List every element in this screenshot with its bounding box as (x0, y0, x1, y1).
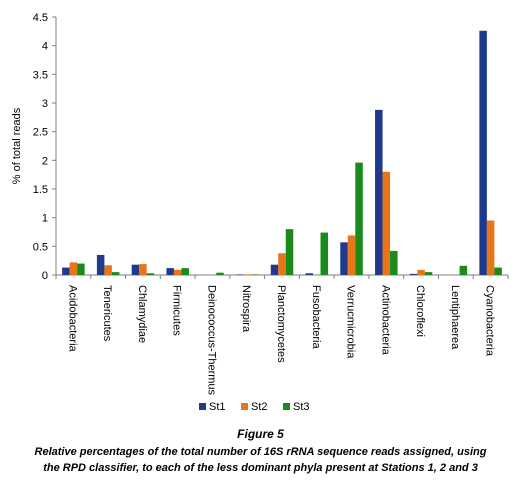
x-tick-label: Deinococcus-Thermus (205, 285, 217, 396)
bar-st1-actinobacteria (375, 109, 383, 275)
legend-label-st3: St3 (293, 401, 310, 413)
y-tick-label: 2.5 (33, 127, 48, 139)
bar-st2-cyanobacteria (486, 220, 495, 275)
x-tick-label: Planctomycetes (275, 285, 287, 363)
y-tick-label: 1 (42, 213, 48, 225)
x-tick-label: Chloroflexi (414, 285, 426, 337)
bar-st3-planctomycetes (285, 229, 294, 275)
x-tick-label: Actinobacteria (379, 285, 391, 356)
legend-label-st2: St2 (251, 401, 268, 413)
bar-st1-fusobacteria (305, 273, 314, 275)
bar-chart: 0 0.5 1 1.5 2 2.5 3 3.5 4 4.5 % of total reads Acid… (11, 12, 509, 413)
y-tick-label: 3 (42, 98, 48, 110)
x-tick-label: Verrucmicrobia (345, 285, 357, 359)
bar-st2-chlamydiae (139, 264, 147, 275)
x-tick-label: Fusobacteria (310, 285, 322, 349)
bar-st3-fusobacteria (320, 232, 329, 275)
x-tick-label: Cyanobacteria (484, 285, 496, 357)
bar-st1-nitrospira (235, 274, 244, 275)
y-tick-label: 1.5 (33, 184, 48, 196)
bar-st3-lentiphaerea (459, 265, 468, 275)
y-tick-label: 0 (42, 270, 48, 282)
bar-st2-verrucmicrobia (347, 235, 356, 275)
bar-st2-planctomycetes (278, 253, 286, 275)
bar-st1-verrucmicrobia (340, 242, 348, 275)
figure-caption-line-2: the RPD classifier, to each of the less … (43, 462, 478, 474)
bar-st3-deinococcus-thermus (216, 272, 224, 275)
y-axis-title: % of total reads (11, 107, 23, 184)
bar-st2-tenericutes (104, 265, 112, 275)
y-tick-label: 4.5 (33, 12, 48, 24)
bar-st3-acidobacteria (77, 263, 85, 275)
x-tick-label: Nitrospira (240, 285, 252, 333)
legend-swatch-st2 (241, 403, 248, 410)
bar-st3-nitrospira (250, 274, 259, 275)
bar-st2-actinobacteria (382, 171, 391, 275)
x-tick-label: Firmicutes (171, 285, 183, 336)
chart-canvas: 0 0.5 1 1.5 2 2.5 3 3.5 4 4.5 % of total reads Acid… (11, 12, 509, 413)
bar-st1-cyanobacteria (479, 30, 487, 276)
bar-st1-chloroflexi (409, 273, 418, 275)
legend-swatch-st1 (199, 403, 206, 410)
y-tick-label: 4 (42, 41, 48, 53)
x-tick-label: Lentiphaerea (449, 285, 461, 350)
bar-st1-acidobacteria (62, 267, 70, 275)
y-tick-label: 3.5 (33, 69, 48, 81)
figure-caption: Relative percentages of the total number… (0, 444, 521, 476)
bar-st2-chloroflexi (417, 269, 425, 275)
bar-st3-cyanobacteria (494, 267, 502, 275)
bar-st1-firmicutes (166, 268, 174, 275)
figure-label: Figure 5 (237, 427, 284, 441)
bar-st1-tenericutes (96, 254, 105, 275)
bar-st3-chlamydiae (146, 273, 155, 275)
bar-st3-chloroflexi (424, 272, 433, 275)
legend-swatch-st3 (283, 403, 290, 410)
bar-st3-tenericutes (111, 272, 120, 275)
bar-st3-actinobacteria (390, 250, 398, 275)
bar-st2-nitrospira (243, 274, 251, 275)
figure-caption-line-1: Relative percentages of the total number… (34, 446, 487, 458)
y-tick-label: 2 (42, 155, 48, 167)
y-tick-label: 0.5 (33, 241, 48, 253)
legend-label-st1: St1 (209, 401, 226, 413)
bar-st1-planctomycetes (270, 264, 279, 275)
bar-st1-chlamydiae (131, 264, 140, 275)
bar-st2-acidobacteria (69, 262, 78, 275)
x-tick-label: Tenericutes (101, 285, 113, 342)
bar-st3-firmicutes (181, 268, 189, 275)
x-tick-label: Acidobacteria (66, 285, 78, 353)
bar-st2-firmicutes (173, 269, 182, 275)
bar-st3-verrucmicrobia (355, 162, 363, 275)
x-tick-label: Chlamydiae (136, 285, 148, 343)
